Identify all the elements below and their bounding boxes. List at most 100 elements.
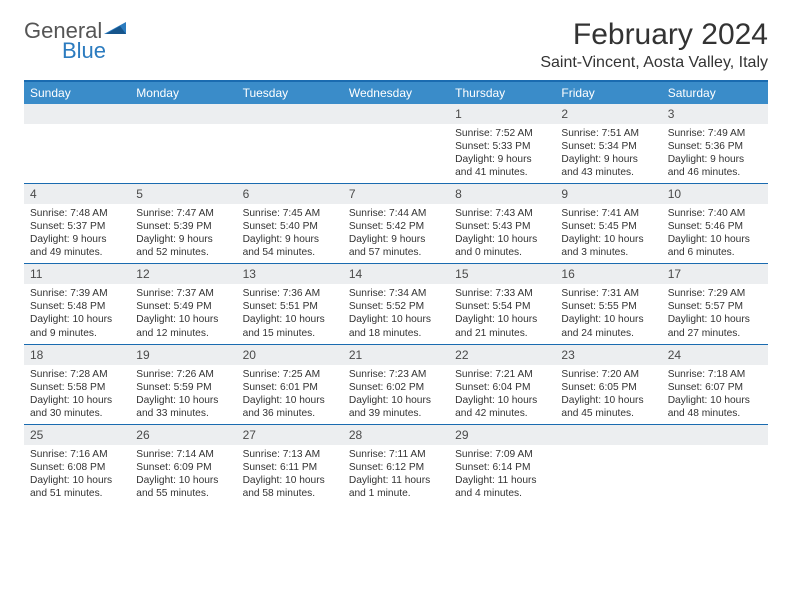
cell-date: 4	[24, 184, 130, 204]
cell-body: Sunrise: 7:37 AMSunset: 5:49 PMDaylight:…	[130, 284, 236, 343]
cell-body	[662, 445, 768, 503]
calendar-cell: 18Sunrise: 7:28 AMSunset: 5:58 PMDayligh…	[24, 345, 130, 424]
cell-body: Sunrise: 7:48 AMSunset: 5:37 PMDaylight:…	[24, 204, 130, 263]
calendar-cell: 8Sunrise: 7:43 AMSunset: 5:43 PMDaylight…	[449, 184, 555, 263]
cell-date: 11	[24, 264, 130, 284]
cell-body: Sunrise: 7:11 AMSunset: 6:12 PMDaylight:…	[343, 445, 449, 504]
daylight-text: Daylight: 9 hours and 49 minutes.	[30, 233, 124, 259]
calendar-cell: 17Sunrise: 7:29 AMSunset: 5:57 PMDayligh…	[662, 264, 768, 343]
calendar-cell: 21Sunrise: 7:23 AMSunset: 6:02 PMDayligh…	[343, 345, 449, 424]
daylight-text: Daylight: 10 hours and 15 minutes.	[243, 313, 337, 339]
daylight-text: Daylight: 9 hours and 43 minutes.	[561, 153, 655, 179]
sunrise-text: Sunrise: 7:44 AM	[349, 207, 443, 220]
daylight-text: Daylight: 10 hours and 45 minutes.	[561, 394, 655, 420]
calendar-cell: 2Sunrise: 7:51 AMSunset: 5:34 PMDaylight…	[555, 104, 661, 183]
daylight-text: Daylight: 11 hours and 1 minute.	[349, 474, 443, 500]
cell-body: Sunrise: 7:29 AMSunset: 5:57 PMDaylight:…	[662, 284, 768, 343]
calendar-cell: 13Sunrise: 7:36 AMSunset: 5:51 PMDayligh…	[237, 264, 343, 343]
sunrise-text: Sunrise: 7:16 AM	[30, 448, 124, 461]
sunrise-text: Sunrise: 7:41 AM	[561, 207, 655, 220]
daylight-text: Daylight: 10 hours and 0 minutes.	[455, 233, 549, 259]
cell-body: Sunrise: 7:41 AMSunset: 5:45 PMDaylight:…	[555, 204, 661, 263]
cell-date: 5	[130, 184, 236, 204]
sunrise-text: Sunrise: 7:45 AM	[243, 207, 337, 220]
sunset-text: Sunset: 6:09 PM	[136, 461, 230, 474]
logo: GeneralBlue	[24, 18, 128, 64]
calendar-cell: 12Sunrise: 7:37 AMSunset: 5:49 PMDayligh…	[130, 264, 236, 343]
daylight-text: Daylight: 9 hours and 57 minutes.	[349, 233, 443, 259]
calendar: Sunday Monday Tuesday Wednesday Thursday…	[24, 80, 768, 504]
cell-body: Sunrise: 7:28 AMSunset: 5:58 PMDaylight:…	[24, 365, 130, 424]
sunset-text: Sunset: 5:52 PM	[349, 300, 443, 313]
calendar-cell	[555, 425, 661, 504]
cell-date: 19	[130, 345, 236, 365]
cell-body: Sunrise: 7:47 AMSunset: 5:39 PMDaylight:…	[130, 204, 236, 263]
cell-body: Sunrise: 7:09 AMSunset: 6:14 PMDaylight:…	[449, 445, 555, 504]
logo-text-blue: Blue	[62, 38, 106, 64]
cell-body: Sunrise: 7:36 AMSunset: 5:51 PMDaylight:…	[237, 284, 343, 343]
cell-date: 9	[555, 184, 661, 204]
calendar-cell: 20Sunrise: 7:25 AMSunset: 6:01 PMDayligh…	[237, 345, 343, 424]
daylight-text: Daylight: 10 hours and 30 minutes.	[30, 394, 124, 420]
title-block: February 2024 Saint-Vincent, Aosta Valle…	[540, 18, 768, 72]
cell-date: 16	[555, 264, 661, 284]
sunset-text: Sunset: 6:12 PM	[349, 461, 443, 474]
cell-date: 24	[662, 345, 768, 365]
cell-date: 27	[237, 425, 343, 445]
cell-body: Sunrise: 7:18 AMSunset: 6:07 PMDaylight:…	[662, 365, 768, 424]
sunset-text: Sunset: 5:51 PM	[243, 300, 337, 313]
sunrise-text: Sunrise: 7:13 AM	[243, 448, 337, 461]
sunset-text: Sunset: 5:36 PM	[668, 140, 762, 153]
cell-date: 18	[24, 345, 130, 365]
calendar-cell	[24, 104, 130, 183]
day-header-wednesday: Wednesday	[343, 82, 449, 104]
cell-date: 6	[237, 184, 343, 204]
daylight-text: Daylight: 10 hours and 36 minutes.	[243, 394, 337, 420]
cell-body: Sunrise: 7:23 AMSunset: 6:02 PMDaylight:…	[343, 365, 449, 424]
calendar-cell	[343, 104, 449, 183]
cell-date: 23	[555, 345, 661, 365]
sunset-text: Sunset: 6:01 PM	[243, 381, 337, 394]
daylight-text: Daylight: 10 hours and 48 minutes.	[668, 394, 762, 420]
calendar-cell: 19Sunrise: 7:26 AMSunset: 5:59 PMDayligh…	[130, 345, 236, 424]
sunset-text: Sunset: 5:42 PM	[349, 220, 443, 233]
cell-date: 1	[449, 104, 555, 124]
daylight-text: Daylight: 10 hours and 55 minutes.	[136, 474, 230, 500]
sunset-text: Sunset: 5:40 PM	[243, 220, 337, 233]
sunrise-text: Sunrise: 7:11 AM	[349, 448, 443, 461]
sunset-text: Sunset: 6:07 PM	[668, 381, 762, 394]
sunset-text: Sunset: 6:04 PM	[455, 381, 549, 394]
sunrise-text: Sunrise: 7:21 AM	[455, 368, 549, 381]
sunset-text: Sunset: 5:58 PM	[30, 381, 124, 394]
cell-body: Sunrise: 7:40 AMSunset: 5:46 PMDaylight:…	[662, 204, 768, 263]
sunrise-text: Sunrise: 7:51 AM	[561, 127, 655, 140]
daylight-text: Daylight: 10 hours and 18 minutes.	[349, 313, 443, 339]
sunset-text: Sunset: 6:11 PM	[243, 461, 337, 474]
daylight-text: Daylight: 9 hours and 41 minutes.	[455, 153, 549, 179]
sunset-text: Sunset: 6:02 PM	[349, 381, 443, 394]
calendar-cell: 10Sunrise: 7:40 AMSunset: 5:46 PMDayligh…	[662, 184, 768, 263]
calendar-cell: 28Sunrise: 7:11 AMSunset: 6:12 PMDayligh…	[343, 425, 449, 504]
cell-body: Sunrise: 7:39 AMSunset: 5:48 PMDaylight:…	[24, 284, 130, 343]
logo-triangle-icon	[104, 21, 128, 40]
calendar-cell: 15Sunrise: 7:33 AMSunset: 5:54 PMDayligh…	[449, 264, 555, 343]
sunrise-text: Sunrise: 7:34 AM	[349, 287, 443, 300]
sunrise-text: Sunrise: 7:37 AM	[136, 287, 230, 300]
daylight-text: Daylight: 10 hours and 58 minutes.	[243, 474, 337, 500]
daylight-text: Daylight: 10 hours and 42 minutes.	[455, 394, 549, 420]
day-header-row: Sunday Monday Tuesday Wednesday Thursday…	[24, 82, 768, 104]
cell-date: 10	[662, 184, 768, 204]
cell-date: 28	[343, 425, 449, 445]
day-header-friday: Friday	[555, 82, 661, 104]
cell-date	[237, 104, 343, 124]
sunrise-text: Sunrise: 7:49 AM	[668, 127, 762, 140]
cell-body: Sunrise: 7:33 AMSunset: 5:54 PMDaylight:…	[449, 284, 555, 343]
sunset-text: Sunset: 5:59 PM	[136, 381, 230, 394]
sunrise-text: Sunrise: 7:26 AM	[136, 368, 230, 381]
cell-body	[237, 124, 343, 182]
cell-body: Sunrise: 7:43 AMSunset: 5:43 PMDaylight:…	[449, 204, 555, 263]
calendar-cell: 14Sunrise: 7:34 AMSunset: 5:52 PMDayligh…	[343, 264, 449, 343]
sunset-text: Sunset: 5:43 PM	[455, 220, 549, 233]
daylight-text: Daylight: 10 hours and 51 minutes.	[30, 474, 124, 500]
calendar-cell: 29Sunrise: 7:09 AMSunset: 6:14 PMDayligh…	[449, 425, 555, 504]
